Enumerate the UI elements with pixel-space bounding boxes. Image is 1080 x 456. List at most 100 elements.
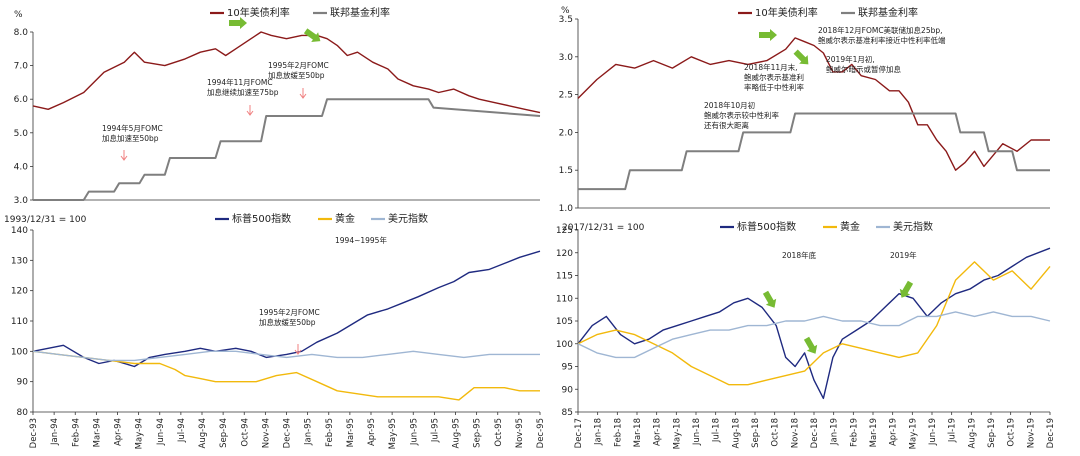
annotation-text: 鲍威尔表示较中性利率: [704, 110, 779, 120]
annotation-text: 2018年底: [782, 250, 817, 260]
legend-entry: 联邦基金利率: [858, 6, 918, 19]
annotation-text: 加息继续加速至75bp: [207, 87, 279, 97]
y-tick-label: 6.0: [14, 95, 29, 105]
y-tick-label: 140: [11, 226, 28, 236]
chart-br: 85 90 95 100 105 110 115 120 125 Dec-17 Jan-18 Feb-…: [556, 220, 1056, 449]
y-tick-label: 110: [11, 317, 28, 327]
y-tick-label: 100: [11, 347, 28, 357]
x-tick-label: Dec-93: [29, 418, 39, 448]
y-tick-label: 7.0: [14, 62, 29, 72]
legend-entry: 黄金: [840, 220, 860, 233]
x-tick-label: Dec-17: [574, 418, 584, 448]
legend-entry: 标普500指数: [232, 212, 291, 225]
x-tick-label: Feb-94: [71, 418, 81, 447]
x-tick-label: Jun-19: [928, 418, 938, 446]
y-tick-label: 125: [556, 226, 573, 236]
annotation-text: 鲍威尔暗示或暂停加息: [826, 64, 901, 74]
series-line-fedfunds: [33, 98, 541, 201]
y-tick-label: 1.0: [559, 204, 574, 214]
x-tick-label: Sep-18: [751, 418, 761, 448]
y-tick-label: 120: [11, 287, 28, 297]
x-tick-label: Dec-94: [283, 418, 293, 448]
series-line-treasury: [32, 31, 541, 114]
x-tick-label: Mar-18: [633, 418, 643, 447]
series-line-fedfunds: [578, 112, 1050, 191]
unit-label: %: [561, 6, 570, 16]
legend-entry: 联邦基金利率: [330, 6, 390, 19]
green-arrow-icon: [899, 280, 914, 298]
series-line-usd: [32, 350, 540, 362]
base-label: 2017/12/31 = 100: [562, 223, 645, 233]
x-tick-label: Apr-19: [889, 418, 899, 446]
y-tick-label: 105: [556, 317, 573, 327]
legend-entry: 美元指数: [893, 220, 933, 233]
x-tick-label: May-94: [135, 418, 145, 449]
x-tick-label: Oct-94: [240, 418, 250, 447]
y-tick-label: 2.5: [559, 91, 573, 101]
green-arrow-icon: [762, 290, 777, 308]
annotation-text: 加息加速至50bp: [102, 133, 159, 143]
green-arrow-icon: [803, 336, 818, 354]
x-tick-label: Jan-18: [594, 418, 604, 446]
y-tick-label: 3.5: [559, 15, 573, 25]
series-line-gold: [577, 261, 1051, 386]
green-arrow-icon: [229, 17, 247, 29]
y-tick-label: 115: [556, 272, 573, 282]
x-tick-label: Oct-18: [771, 418, 781, 447]
x-tick-label: Oct-19: [1007, 418, 1017, 447]
x-tick-label: May-95: [388, 418, 398, 449]
y-tick-label: 130: [11, 256, 28, 266]
x-tick-label: Feb-18: [613, 418, 623, 447]
x-tick-label: Nov-95: [515, 418, 525, 448]
y-tick-label: 4.0: [14, 162, 29, 172]
annotation-text: 2019年: [890, 250, 917, 260]
x-tick-label: May-18: [672, 418, 682, 449]
red-arrow-icon: [299, 88, 307, 99]
x-tick-label: Aug-94: [198, 418, 208, 448]
x-tick-label: Jan-95: [304, 418, 314, 446]
x-tick-label: Mar-95: [346, 418, 356, 447]
legend-entry: 美元指数: [388, 212, 428, 225]
annotation-text: 1994年11月FOMC: [207, 77, 273, 87]
x-tick-label: Jul-19: [948, 418, 958, 443]
x-tick-label: Dec-18: [810, 418, 820, 448]
chart-tl: 3.0 4.0 5.0 6.0 7.0 8.0% 10年美债利率 联邦基金利率 1994年5月F…: [14, 6, 541, 206]
chart-tr: 1.0 1.5 2.0 2.5 3.0 3.5% 10年美债利率 联邦基金利率 2018年12月…: [559, 6, 1050, 214]
series-line-sp500: [577, 247, 1051, 400]
x-tick-label: Aug-95: [452, 418, 462, 448]
x-tick-label: Sep-19: [987, 418, 997, 448]
annotation-text: 1995年2月FOMC: [259, 307, 320, 317]
legend-entry: 10年美债利率: [227, 6, 290, 19]
x-tick-label: Oct-95: [494, 418, 504, 447]
x-tick-label: Sep-95: [473, 418, 483, 448]
x-tick-label: Jan-19: [830, 418, 840, 446]
annotation-text: 2018年11月末,: [744, 62, 798, 72]
y-tick-label: 90: [17, 378, 29, 388]
annotation-text: 1995年2月FOMC: [268, 60, 329, 70]
annotation-text: 加息放缓至50bp: [259, 317, 316, 327]
annotation-text: 还有很大距离: [704, 120, 749, 130]
y-tick-label: 3.0: [559, 53, 574, 63]
green-arrow-icon: [759, 29, 777, 41]
y-tick-label: 100: [556, 340, 573, 350]
base-label: 1993/12/31 = 100: [4, 215, 87, 225]
x-tick-label: Nov-19: [1026, 418, 1036, 448]
x-tick-label: Dec-95: [536, 418, 546, 448]
x-tick-label: Jun-18: [692, 418, 702, 446]
red-arrow-icon: [294, 344, 302, 355]
red-arrow-icon: [246, 105, 254, 116]
x-tick-label: Mar-19: [869, 418, 879, 447]
x-tick-label: Jun-95: [409, 418, 419, 446]
y-tick-label: 80: [17, 408, 29, 418]
annotation-text: 1994年5月FOMC: [102, 123, 163, 133]
y-tick-label: 120: [556, 249, 573, 259]
annotation-text: 2018年12月FOMC美联储加息25bp,: [818, 25, 943, 35]
y-tick-label: 1.5: [559, 166, 573, 176]
x-tick-label: Feb-95: [325, 418, 335, 447]
legend-entry: 10年美债利率: [755, 6, 818, 19]
unit-label: %: [14, 10, 23, 20]
annotation-text: 2019年1月初,: [826, 54, 875, 64]
y-tick-label: 90: [562, 385, 574, 395]
